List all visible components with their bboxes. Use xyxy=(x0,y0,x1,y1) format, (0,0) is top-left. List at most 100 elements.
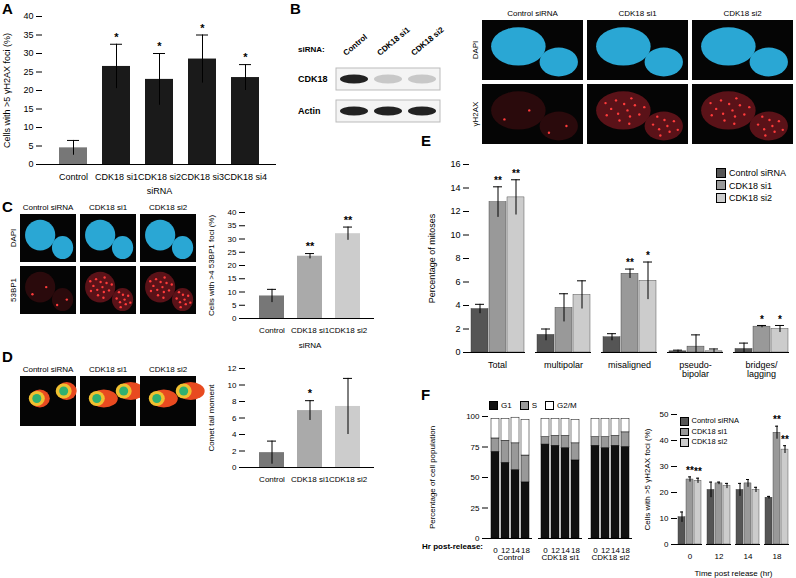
svg-text:35: 35 xyxy=(23,30,33,40)
svg-text:25: 25 xyxy=(471,504,480,513)
svg-text:Control siRNA: Control siRNA xyxy=(23,365,74,374)
svg-text:**: ** xyxy=(686,465,694,476)
svg-text:14: 14 xyxy=(744,552,753,561)
svg-text:CDK18 si2: CDK18 si2 xyxy=(591,553,630,562)
svg-text:siRNA: siRNA xyxy=(147,186,173,196)
svg-text:γH2AX: γH2AX xyxy=(471,101,480,127)
svg-text:Percentage of mitoses: Percentage of mitoses xyxy=(427,213,437,303)
svg-text:0: 0 xyxy=(688,552,693,561)
svg-text:15: 15 xyxy=(23,104,33,114)
svg-text:20: 20 xyxy=(228,261,237,270)
svg-text:Control: Control xyxy=(259,326,285,335)
svg-text:10: 10 xyxy=(228,381,237,390)
svg-text:*: * xyxy=(200,22,205,34)
svg-text:**: ** xyxy=(694,466,702,477)
svg-text:C: C xyxy=(2,198,13,215)
svg-text:pseudo-bipolar: pseudo-bipolar xyxy=(679,360,712,379)
svg-text:8: 8 xyxy=(232,397,237,406)
svg-text:CDK18 si2: CDK18 si2 xyxy=(329,326,368,335)
svg-text:**: ** xyxy=(494,175,502,186)
svg-text:100: 100 xyxy=(466,412,480,421)
svg-text:siRNA: siRNA xyxy=(299,341,322,350)
svg-text:0: 0 xyxy=(664,540,669,549)
svg-text:Control: Control xyxy=(498,553,524,562)
svg-text:40: 40 xyxy=(23,11,33,21)
svg-text:CDK18 si2: CDK18 si2 xyxy=(410,25,447,58)
svg-text:6: 6 xyxy=(232,414,237,423)
svg-text:10: 10 xyxy=(660,514,669,523)
svg-text:8: 8 xyxy=(455,253,460,263)
svg-text:12: 12 xyxy=(450,206,460,216)
svg-text:CDK18 si2: CDK18 si2 xyxy=(138,172,181,182)
svg-text:10: 10 xyxy=(450,230,460,240)
svg-text:*: * xyxy=(243,51,248,63)
svg-text:10: 10 xyxy=(228,288,237,297)
svg-text:0: 0 xyxy=(232,463,237,472)
svg-text:Comet tail moment: Comet tail moment xyxy=(207,384,216,452)
svg-text:Cells with >5 γH2AX foci (%): Cells with >5 γH2AX foci (%) xyxy=(643,428,652,530)
svg-text:4: 4 xyxy=(455,300,460,310)
svg-text:40: 40 xyxy=(228,208,237,217)
svg-text:CDK18 si1: CDK18 si1 xyxy=(541,553,580,562)
svg-text:0: 0 xyxy=(232,314,237,323)
svg-text:*: * xyxy=(157,40,162,52)
svg-text:Percentage of cell population: Percentage of cell population xyxy=(428,426,437,529)
svg-text:**: ** xyxy=(512,168,520,179)
svg-text:Control siRNA: Control siRNA xyxy=(23,203,74,212)
svg-text:30: 30 xyxy=(23,48,33,58)
svg-text:12: 12 xyxy=(715,552,724,561)
svg-text:75: 75 xyxy=(471,443,480,452)
svg-text:CDK18 si3: CDK18 si3 xyxy=(181,172,224,182)
svg-text:25: 25 xyxy=(23,67,33,77)
svg-text:20: 20 xyxy=(23,85,33,95)
svg-text:CDK18 si1: CDK18 si1 xyxy=(291,326,330,335)
svg-text:CDK18 si4: CDK18 si4 xyxy=(224,172,267,182)
svg-text:Actin: Actin xyxy=(298,106,321,116)
svg-text:**: ** xyxy=(781,434,789,445)
svg-text:2: 2 xyxy=(455,324,460,334)
svg-text:0: 0 xyxy=(475,534,480,543)
svg-text:Control: Control xyxy=(59,172,88,182)
svg-text:misaligned: misaligned xyxy=(608,360,651,370)
svg-text:50: 50 xyxy=(660,410,669,419)
svg-text:0: 0 xyxy=(455,347,460,357)
svg-text:**: ** xyxy=(344,214,353,226)
svg-text:25: 25 xyxy=(228,248,237,257)
svg-text:30: 30 xyxy=(660,462,669,471)
svg-text:Control: Control xyxy=(259,475,285,484)
svg-text:D: D xyxy=(2,348,13,365)
svg-text:6: 6 xyxy=(455,277,460,287)
svg-text:15: 15 xyxy=(228,274,237,283)
svg-text:*: * xyxy=(646,250,650,261)
svg-text:CDK18 si1: CDK18 si1 xyxy=(89,203,128,212)
svg-text:2: 2 xyxy=(232,447,237,456)
svg-text:20: 20 xyxy=(660,488,669,497)
svg-text:18: 18 xyxy=(773,552,782,561)
svg-text:0: 0 xyxy=(28,159,33,169)
svg-text:Total: Total xyxy=(488,360,507,370)
svg-text:DAPI: DAPI xyxy=(9,229,18,248)
svg-text:5: 5 xyxy=(232,301,237,310)
svg-text:**: ** xyxy=(626,257,634,268)
svg-text:CDK18 si2: CDK18 si2 xyxy=(329,475,368,484)
svg-text:12: 12 xyxy=(228,364,237,373)
svg-text:*: * xyxy=(114,31,119,43)
svg-text:4: 4 xyxy=(232,430,237,439)
svg-text:E: E xyxy=(421,132,431,149)
svg-text:Control siRNA: Control siRNA xyxy=(507,9,558,18)
svg-text:CDK18 si1: CDK18 si1 xyxy=(618,9,657,18)
svg-text:5: 5 xyxy=(28,141,33,151)
svg-text:CDK18 si1: CDK18 si1 xyxy=(291,475,330,484)
svg-text:*: * xyxy=(308,387,313,399)
svg-text:Cells with >4 53BP1 foci (%): Cells with >4 53BP1 foci (%) xyxy=(207,215,216,316)
svg-text:CDK18 si2: CDK18 si2 xyxy=(149,203,188,212)
svg-text:multipolar: multipolar xyxy=(544,360,583,370)
svg-text:**: ** xyxy=(306,240,315,252)
svg-text:CDK18 si2: CDK18 si2 xyxy=(723,9,762,18)
svg-text:16: 16 xyxy=(450,159,460,169)
svg-text:Time post release (hr): Time post release (hr) xyxy=(695,569,773,578)
svg-text:30: 30 xyxy=(228,235,237,244)
svg-text:bridges/lagging: bridges/lagging xyxy=(745,360,778,379)
svg-text:10: 10 xyxy=(23,122,33,132)
svg-text:50: 50 xyxy=(471,473,480,482)
